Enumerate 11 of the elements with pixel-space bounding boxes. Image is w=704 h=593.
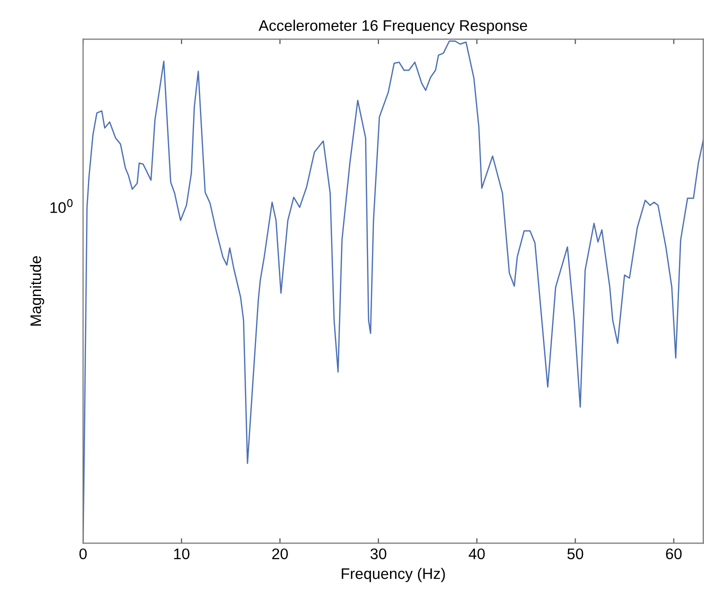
x-tick-label: 20 [272,548,288,560]
x-axis-title: Frequency (Hz) [342,568,445,582]
x-tick-label: 30 [370,548,386,560]
x-tick-label: 40 [468,548,485,560]
x-tick-label: 10 [174,548,190,560]
y-axis-title: Magnitude [30,256,44,326]
x-tick-label: 0 [79,548,87,560]
x-tick-label: 50 [567,548,584,560]
chart-title: Accelerometer 16 Frequency Response [258,20,528,34]
text: 10$^{0}$ [50,199,73,213]
x-tick-label: 60 [666,548,682,560]
